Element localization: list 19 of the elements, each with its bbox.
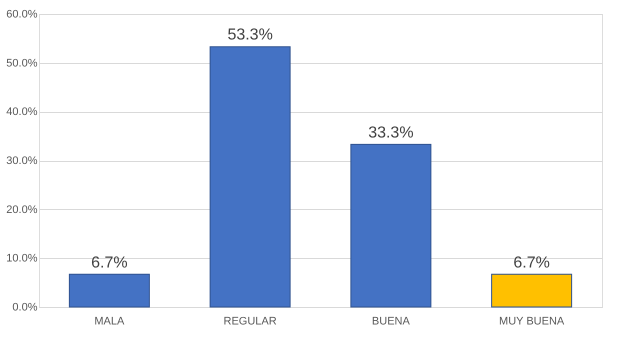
bar <box>350 144 432 308</box>
y-tick-label: 20.0% <box>6 204 38 216</box>
bar <box>68 274 150 308</box>
y-tick-label: 40.0% <box>6 106 38 118</box>
bar <box>210 46 291 308</box>
data-label: 6.7% <box>91 254 128 272</box>
y-tick-label: 30.0% <box>6 155 38 167</box>
y-tick-label: 60.0% <box>6 8 38 20</box>
data-label: 53.3% <box>227 26 273 44</box>
bar <box>491 274 572 308</box>
x-tick-label: MALA <box>94 316 126 328</box>
x-tick-label: MUY BUENA <box>499 316 565 328</box>
y-tick-label: 0.0% <box>12 302 38 314</box>
data-label: 6.7% <box>513 254 550 272</box>
x-tick-label: REGULAR <box>224 316 277 328</box>
x-tick-label: BUENA <box>372 316 410 328</box>
data-label: 33.3% <box>368 124 414 142</box>
y-tick-label: 10.0% <box>6 252 38 265</box>
y-tick-label: 50.0% <box>6 57 38 70</box>
